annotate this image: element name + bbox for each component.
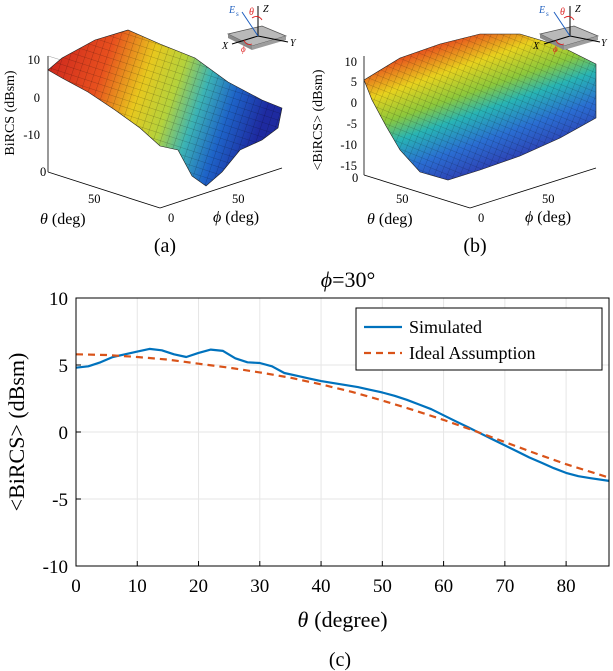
panel-b-xlabel-unit: (deg) [379,211,413,228]
panel-a-inset-label: s [236,10,239,18]
panel-a-inset-label: Z [263,4,269,15]
panel-b-inset-label: Z [575,4,581,15]
panel-b-ylabel-symbol: ϕ [525,209,533,226]
chart-series [75,347,610,482]
y-ticklabel: 10 [49,289,68,310]
panel-a-x-axis [47,171,161,209]
panel-a-inset-icon: E s θ Z X Y ϕ [221,4,297,54]
panel-a-xlabel-symbol: θ [40,211,48,228]
panel-a-zticklabel: -10 [23,128,40,142]
panel-b-x-axis [363,174,471,209]
chart-xlabel: θ (degree) [297,607,387,632]
legend-label: Ideal Assumption [409,343,536,363]
panel-a-ylabel-unit: (deg) [225,209,259,226]
y-ticklabel: 0 [59,423,69,444]
legend-box [355,307,603,371]
panel-a-xlabel: θ (deg) [40,211,86,228]
panel-b-xlabel: θ (deg) [367,211,413,228]
x-ticklabel: 0 [71,576,81,597]
panel-a-inset-label: θ [249,7,254,18]
x-ticklabel: 20 [189,576,208,597]
y-ticklabel: -10 [43,557,68,578]
panel-b-inset-label: E [538,5,545,16]
legend-label: Simulated [409,317,482,337]
chart-title-symbol: ϕ [321,267,332,292]
panel-b-inset-label: ϕ [553,44,558,54]
panel-b-xticklabel: 0 [352,171,358,185]
chart-ticks: 0 10 20 30 40 50 60 70 80 -10 -5 0 5 10 [43,289,576,597]
chart-ylabel: <BiRCS> (dBsm) [4,353,29,512]
chart-title-value: =30° [332,267,375,292]
panel-a-yticklabel: 0 [168,211,174,225]
panel-b-zticklabel: 0 [351,96,357,110]
chart-title: ϕ=30° [321,267,376,292]
panel-a-inset-label: E [228,5,235,16]
panel-b-zticklabel: 5 [351,75,357,89]
panel-b-inset-label: X [532,41,540,52]
y-ticklabel: 5 [59,356,69,377]
panel-a-yticklabel: 50 [232,192,245,206]
panel-b-yticklabel: 50 [542,192,555,206]
series-simulated [75,347,610,482]
panel-b-inset-label: s [546,10,549,18]
panel-a-ylabel: ϕ (deg) [213,209,259,226]
chart-legend: Simulated Ideal Assumption [355,307,603,371]
panel-b-inset-icon: E s θ Z X Y ϕ [532,4,608,54]
panel-b-mesh [364,34,596,180]
panel-a-zlabel: BiRCS (dBsm) [3,70,18,156]
panel-b-zticklabel: -10 [340,138,357,152]
panel-a-xticklabel: 0 [40,165,46,179]
chart-xlabel-symbol: θ [297,607,308,632]
panel-a-xticklabel: 50 [88,192,101,206]
panel-a-ylabel-symbol: ϕ [213,209,221,226]
panel-a-xlabel-unit: (deg) [52,211,86,228]
panel-b-xticklabel: 50 [396,192,409,206]
panel-a-inset-label: ϕ [241,44,246,54]
x-ticklabel: 40 [312,576,331,597]
panel-a-caption: (a) [154,235,176,257]
x-ticklabel: 70 [495,576,514,597]
x-ticklabel: 80 [557,576,576,597]
panel-a-inset-label: Y [290,38,297,49]
panel-c-caption: (c) [329,649,351,671]
series-ideal-assumption [75,353,610,479]
panel-a-y-axis [159,167,283,209]
x-ticklabel: 30 [250,576,269,597]
panel-b-yticklabel: 0 [478,211,484,225]
panel-a-mesh [48,30,282,186]
panel-b-zticklabel: -5 [347,117,357,131]
panel-b-zticklabel: -15 [340,159,357,173]
panel-b-caption: (b) [463,235,486,257]
x-ticklabel: 60 [434,576,453,597]
panel-b-ylabel: ϕ (deg) [525,209,571,226]
panel-b: 10 5 0 -5 -10 -15 <BiRCS> (dBsm) 0 50 θ(… [311,4,608,257]
y-ticklabel: -5 [52,490,68,511]
panel-b-ylabel-unit: (deg) [537,209,571,226]
panel-b-zticklabel: 10 [345,55,358,69]
panel-b-xlabel-symbol: θ [367,211,375,228]
panel-c: ϕ=30° 0 10 20 30 40 50 60 70 80 -10 -5 0 5 10 <BiRCS>… [4,267,610,671]
panel-b-zlabel: <BiRCS> (dBsm) [311,69,326,170]
panel-a-inset-label: X [221,41,229,52]
panel-b-inset-label: θ [560,7,565,18]
chart-xlabel-unit: (degree) [314,607,387,632]
panel-a-zticklabel: 0 [34,91,40,105]
x-ticklabel: 10 [128,576,147,597]
x-ticklabel: 50 [373,576,392,597]
panel-a: 10 0 -10 BiRCS (dBsm) 0 50 θ (deg) 0 50 ϕ… [3,4,297,257]
panel-a-zticklabel: 10 [28,53,41,67]
panel-b-inset-label: Y [601,38,608,49]
panel-b-y-axis [469,167,597,209]
